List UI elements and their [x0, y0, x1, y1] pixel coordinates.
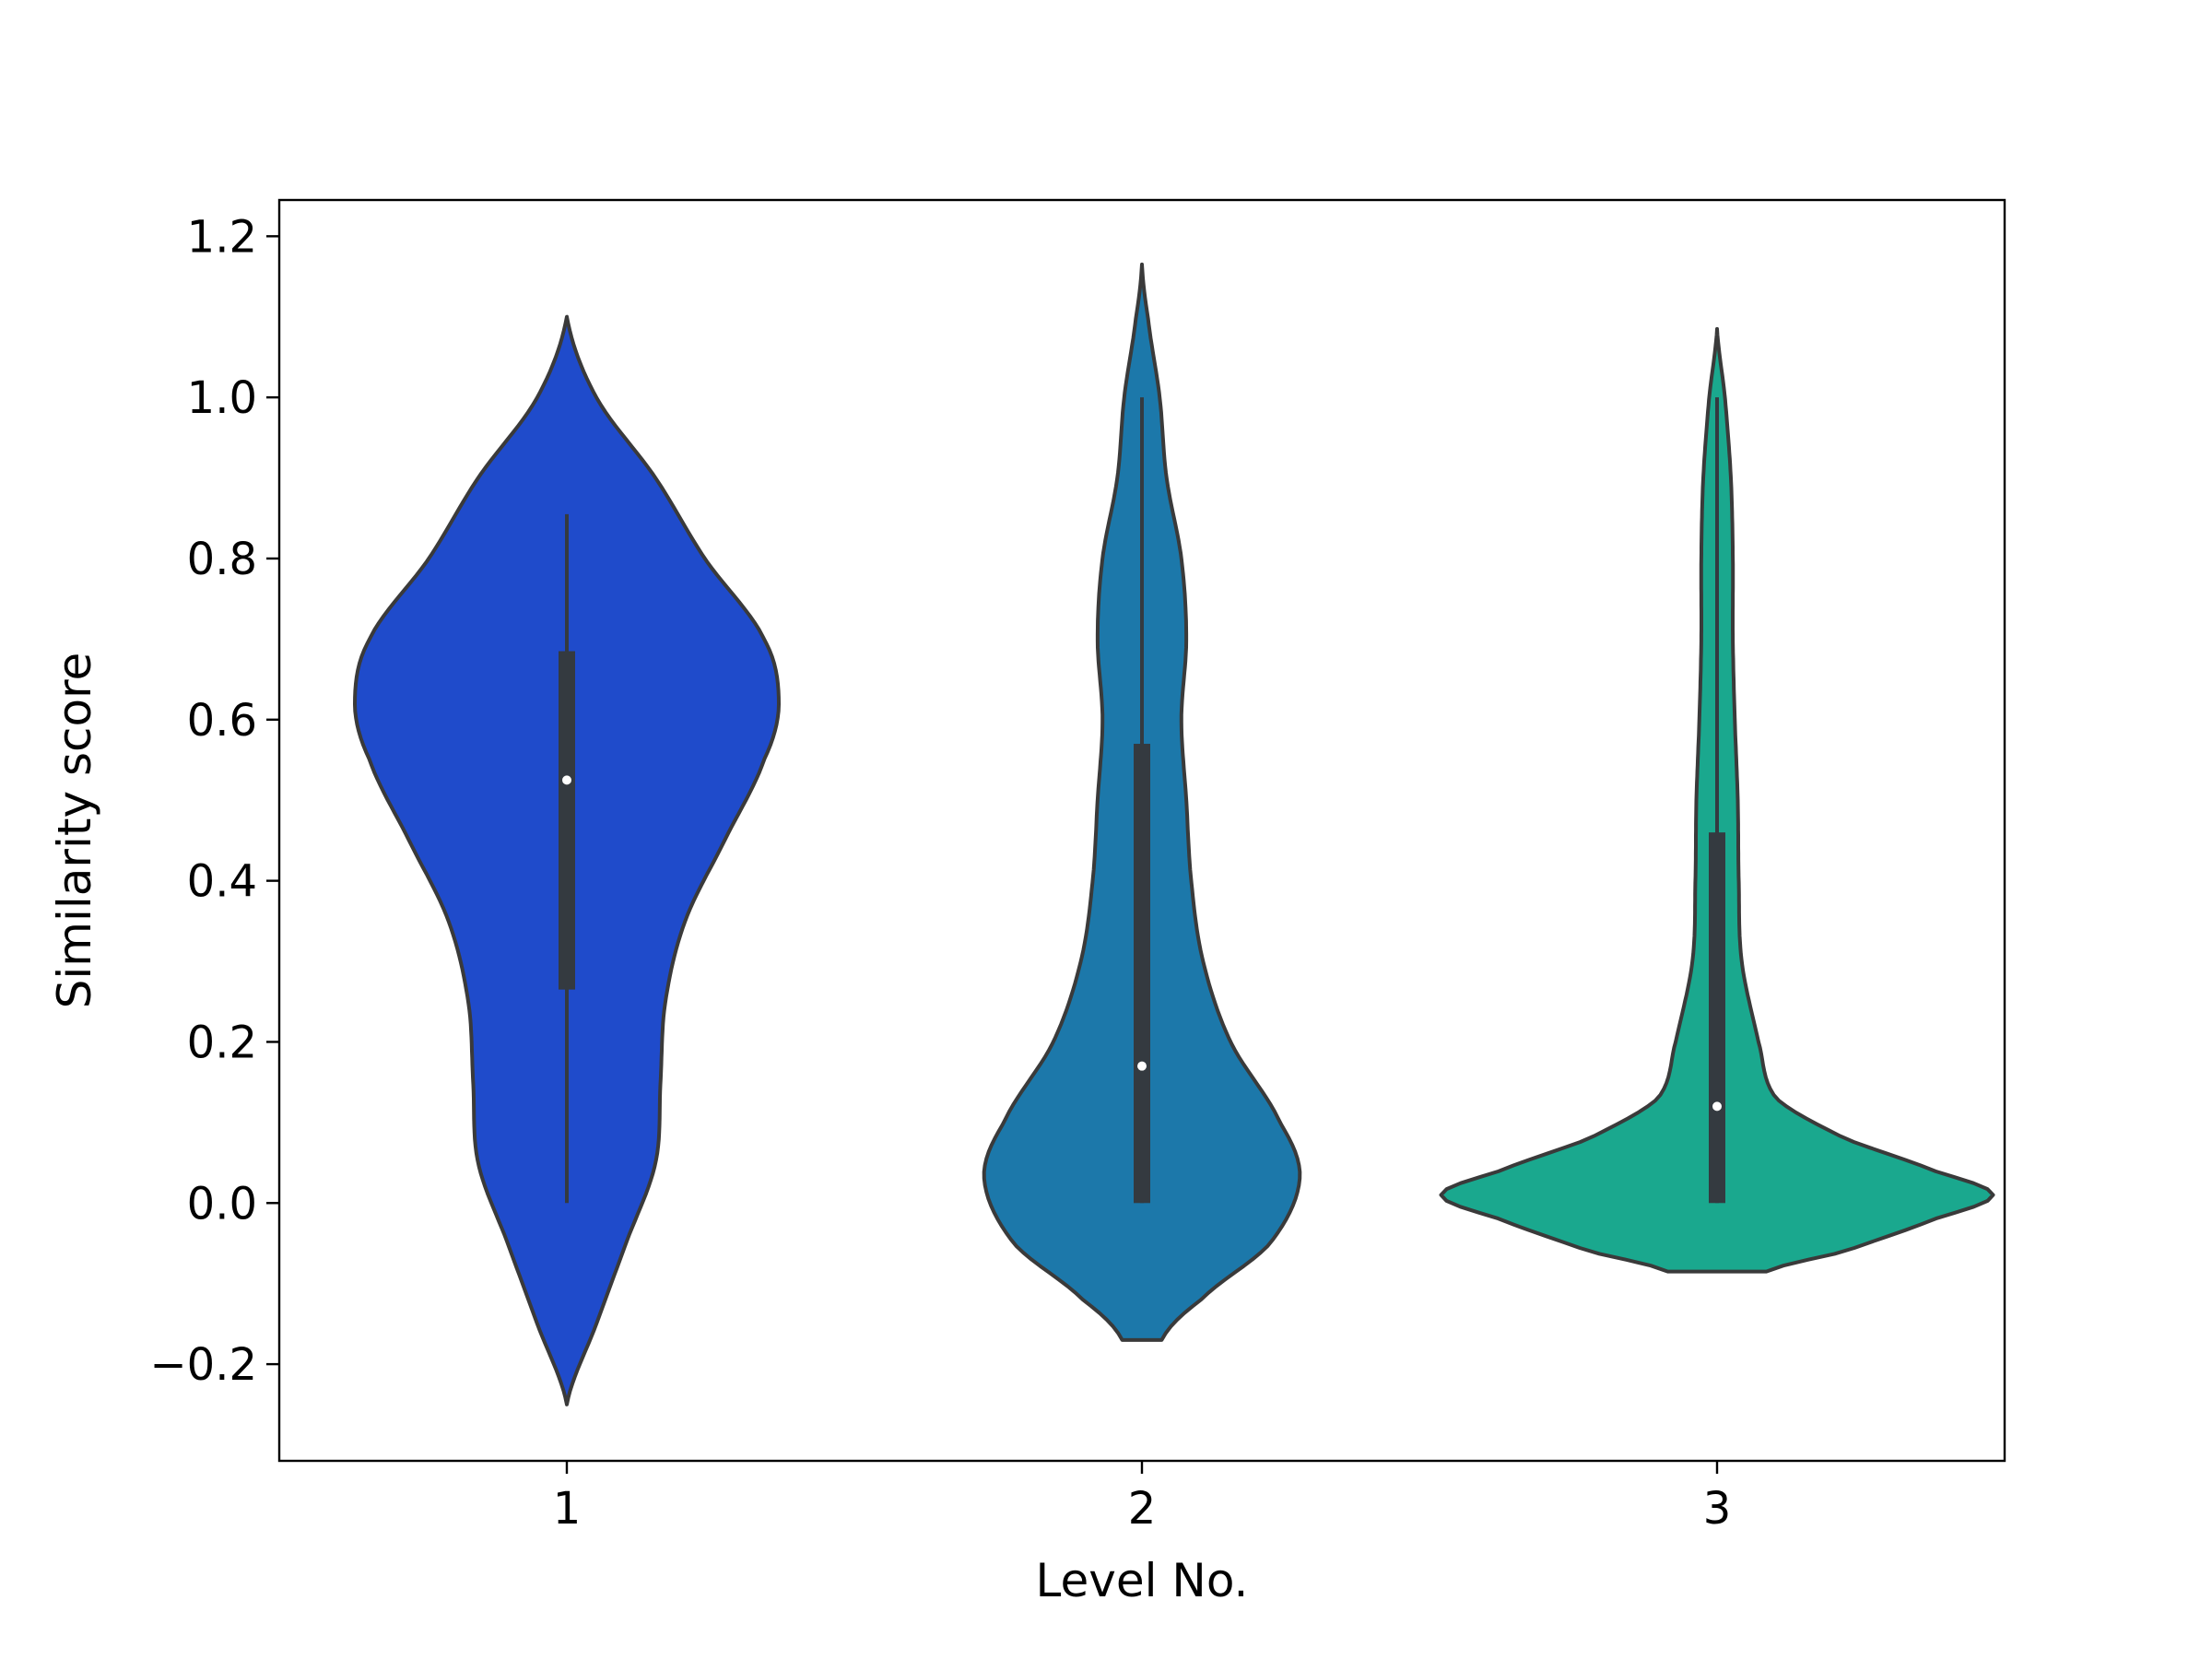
y-axis-label: Similarity score [48, 653, 101, 1009]
y-tick-label: 1.0 [187, 372, 257, 424]
x-tick-label: 2 [1128, 1483, 1157, 1535]
x-axis: 1 2 3 [553, 1461, 1732, 1535]
iqr-box-3 [1709, 832, 1725, 1204]
y-tick-label: −0.2 [149, 1339, 257, 1391]
box-layer [559, 397, 1725, 1204]
x-tick-label: 3 [1703, 1483, 1732, 1535]
y-axis: −0.2 0.0 0.2 0.4 0.6 0.8 1.0 1.2 [149, 211, 279, 1391]
iqr-box-1 [559, 651, 575, 990]
violin-layer [353, 262, 1995, 1406]
median-dot-3 [1712, 1101, 1722, 1112]
median-dot-2 [1137, 1061, 1147, 1071]
y-tick-label: 0.2 [187, 1017, 257, 1068]
y-tick-label: 0.0 [187, 1178, 257, 1230]
x-tick-label: 1 [553, 1483, 582, 1535]
median-dot-1 [562, 775, 571, 785]
y-tick-label: 0.6 [187, 695, 257, 747]
y-tick-label: 0.8 [187, 534, 257, 585]
x-axis-label: Level No. [1036, 1554, 1249, 1607]
iqr-box-2 [1134, 744, 1150, 1204]
y-tick-label: 0.4 [187, 856, 257, 908]
y-tick-label: 1.2 [187, 211, 257, 263]
